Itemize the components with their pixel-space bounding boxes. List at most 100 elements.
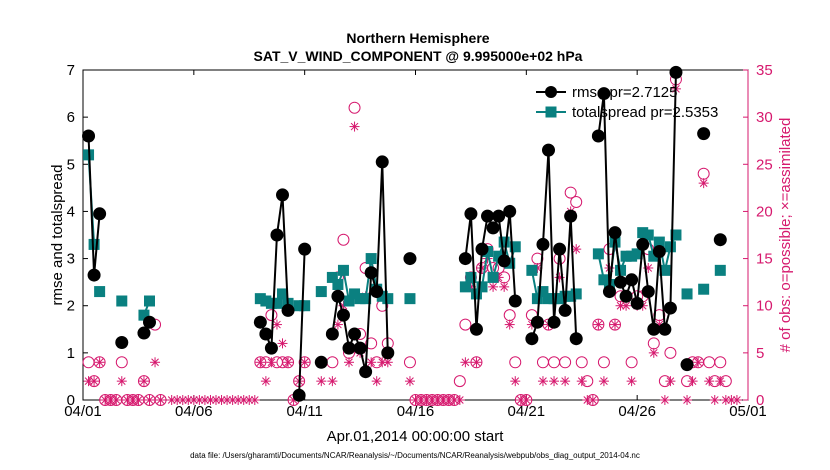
- y2-tick-label: 5: [756, 345, 764, 362]
- asterisk-stroke: [173, 396, 182, 404]
- asterisk-stroke: [167, 396, 176, 404]
- obs-assimilated-marker: [255, 357, 266, 368]
- obs-assimilated-marker: [83, 376, 94, 387]
- totalspread-marker: [144, 295, 155, 307]
- obs-possible-marker: [597, 356, 610, 369]
- asterisk-stroke: [450, 396, 459, 404]
- x-tick-label: 04/26: [618, 403, 656, 420]
- obs-assimilated-marker: [460, 357, 471, 368]
- asterisk-stroke: [145, 396, 154, 404]
- rmse-marker: [486, 221, 500, 235]
- obs-possible-marker: [703, 356, 716, 369]
- obs-assimilated-marker: [587, 395, 598, 405]
- asterisk-stroke: [727, 396, 736, 404]
- asterisk-stroke: [206, 396, 215, 404]
- legend-rmse-marker: [545, 86, 557, 98]
- obs-possible-marker: [564, 186, 577, 199]
- asterisk-stroke: [716, 377, 725, 385]
- asterisk-stroke: [245, 396, 254, 404]
- rmse-marker: [591, 129, 605, 143]
- obs-possible-marker: [609, 318, 621, 331]
- totalspread-marker: [487, 271, 499, 283]
- rmse-marker: [503, 204, 517, 218]
- asterisk-stroke: [201, 396, 209, 404]
- asterisk-stroke: [117, 377, 126, 385]
- rmse-marker: [680, 358, 694, 372]
- data-file-footnote: data file: /Users/gharamti/Documents/NCA…: [190, 451, 640, 460]
- totalspread-marker: [271, 297, 283, 309]
- asterisk-stroke: [90, 377, 98, 385]
- totalspread-marker: [670, 229, 682, 241]
- y-tick-label: 1: [67, 345, 75, 362]
- asterisk-stroke: [278, 339, 287, 348]
- obs-assimilated-marker: [216, 395, 227, 405]
- obs-assimilated-marker: [454, 395, 465, 405]
- asterisk-stroke: [178, 396, 187, 404]
- rmse-marker: [558, 303, 572, 317]
- obs-assimilated-marker: [116, 376, 127, 387]
- totalspread-marker: [260, 295, 272, 307]
- y-axis-left: 0 1 2 3 4 5 6 7: [67, 62, 88, 409]
- obs-assimilated-marker: [366, 357, 377, 368]
- rmse-marker: [353, 341, 367, 355]
- obs-possible-marker: [503, 309, 516, 322]
- obs-assimilated-marker: [327, 376, 338, 387]
- asterisk-stroke: [151, 358, 159, 367]
- asterisk-stroke: [256, 358, 265, 367]
- rmse-marker: [93, 207, 107, 221]
- asterisk-stroke: [594, 320, 603, 329]
- obs-assimilated-marker: [610, 319, 620, 330]
- rmse-marker: [82, 129, 96, 143]
- asterisk-stroke: [123, 396, 132, 404]
- totalspread-marker: [620, 250, 632, 262]
- rmse-line: [87, 135, 101, 277]
- rmse-marker: [564, 209, 578, 223]
- rmse-marker: [630, 296, 644, 310]
- asterisk-stroke: [461, 358, 470, 367]
- obs-possible-marker: [137, 375, 150, 388]
- x-tick-label: 04/21: [508, 403, 546, 420]
- asterisk-stroke: [140, 377, 148, 385]
- obs-assimilated-marker: [244, 395, 255, 405]
- rmse-marker: [137, 326, 151, 340]
- asterisk-stroke: [705, 377, 714, 385]
- rmse-marker: [553, 242, 567, 256]
- totalspread-marker: [653, 236, 665, 248]
- obs-assimilated-marker: [720, 395, 731, 405]
- obs-assimilated-marker: [111, 395, 122, 405]
- obs-assimilated-marker: [665, 376, 676, 387]
- obs-possible-marker: [509, 356, 522, 369]
- totalspread-marker: [349, 288, 361, 300]
- totalspread-marker: [631, 248, 643, 260]
- obs-assimilated-marker: [404, 376, 415, 387]
- asterisk-stroke: [522, 396, 531, 404]
- totalspread-marker: [537, 286, 549, 298]
- obs-assimilated-marker: [504, 319, 515, 330]
- totalspread-marker: [543, 293, 554, 305]
- asterisk-stroke: [710, 396, 719, 404]
- rmse-marker: [270, 228, 284, 242]
- asterisk-stroke: [721, 396, 730, 404]
- rmse-marker: [569, 332, 583, 346]
- rmse-marker: [625, 273, 639, 287]
- obs-assimilated-marker: [593, 319, 604, 330]
- asterisk-stroke: [688, 377, 697, 385]
- asterisk-stroke: [300, 358, 309, 367]
- rmse-marker: [475, 242, 489, 256]
- asterisk-stroke: [184, 396, 193, 404]
- totalspread-marker: [315, 286, 327, 298]
- rmse-marker: [375, 155, 389, 169]
- obs-possible-marker: [282, 356, 295, 369]
- rmse-marker: [259, 327, 273, 341]
- obs-assimilated-marker: [266, 357, 277, 368]
- rmse-marker: [87, 268, 101, 282]
- asterisk-stroke: [422, 396, 431, 404]
- asterisk-stroke: [666, 377, 675, 385]
- totalspread-marker: [459, 281, 471, 293]
- rmse-marker: [292, 388, 306, 402]
- asterisk-stroke: [406, 377, 414, 385]
- rmse-marker: [619, 289, 633, 303]
- asterisk-stroke: [616, 301, 625, 310]
- asterisk-stroke: [428, 396, 436, 404]
- rmse-marker: [276, 188, 289, 202]
